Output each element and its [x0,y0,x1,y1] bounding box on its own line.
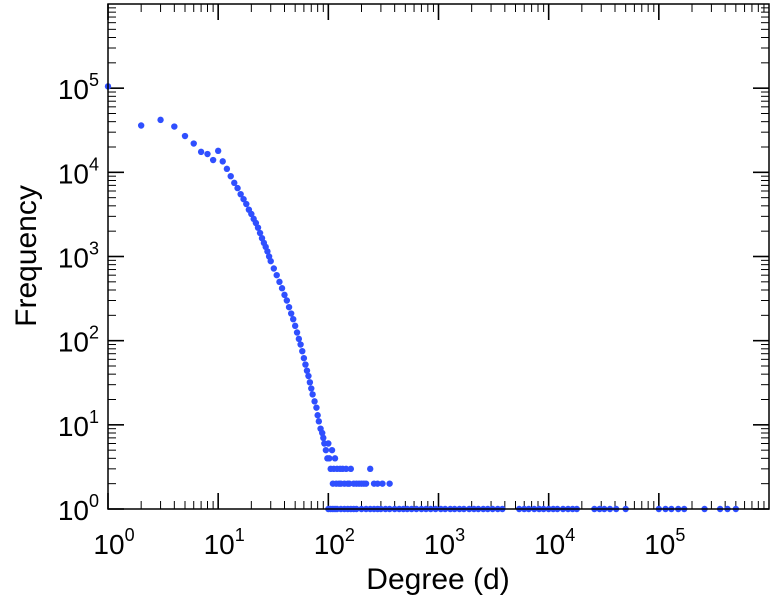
data-point [326,455,333,462]
data-point [223,165,231,173]
y-axis-title: Frequency [10,185,43,327]
data-point [386,480,393,487]
data-point [299,347,306,355]
data-point [308,385,315,392]
data-point [248,210,255,218]
data-point [290,315,297,323]
data-point [137,122,145,129]
data-point [243,200,250,208]
data-point [283,297,291,304]
data-point [300,354,308,362]
data-point [309,391,316,398]
data-point [311,398,318,405]
tick-labels: 100 101 102 103 104 105 100 101 102 103 104 105 [58,70,686,560]
data-point [367,465,374,473]
data-point [342,465,350,473]
data-point [303,367,311,374]
data-point [219,158,226,165]
data-point [276,278,283,286]
x-tick-label: 104 [534,525,575,560]
data-point [379,480,386,487]
data-point [319,429,326,437]
data-point [254,224,262,231]
data-point [281,291,288,299]
data-point [227,172,234,180]
data-point [305,372,312,380]
y-tick-label: 101 [58,407,99,442]
y-tick-label: 102 [58,323,99,358]
data-point [181,132,189,140]
data-point [273,271,280,279]
data-point [325,440,332,447]
y-tick-label: 100 [58,491,99,526]
data-point [285,303,293,311]
x-axis-title: Degree (d) [366,563,509,596]
data-point [313,404,320,411]
y-tick-label: 103 [58,239,99,274]
data-point [270,265,278,272]
data-point [209,156,217,164]
data-point [315,418,323,425]
data-point [306,379,314,386]
data-point [256,229,264,237]
data-point [322,446,330,454]
data-point [237,190,244,198]
data-point [171,123,178,130]
x-tick-label: 101 [204,525,245,560]
data-point [374,480,381,487]
data-point [231,179,238,187]
x-tick-label: 105 [644,525,685,560]
y-tick-label: 104 [58,154,99,189]
data-point [214,147,222,155]
data-point [278,285,286,292]
data-point [240,195,247,203]
data-point [295,335,303,343]
x-tick-label: 102 [314,525,355,560]
data-point [347,465,355,473]
data-point [297,341,304,348]
data-point [293,329,301,336]
data-point [346,480,353,487]
data-point [204,150,211,158]
data-point [328,446,336,454]
data-point [190,140,197,147]
y-tick-label: 105 [58,70,99,105]
data-point [267,257,274,265]
x-tick-label: 100 [93,525,134,560]
data-point [291,322,299,330]
data-point [331,455,339,462]
data-point [362,480,370,487]
data-point [234,184,241,192]
x-tick-label: 103 [424,525,465,560]
data-point [320,434,327,442]
data-point [264,248,271,255]
data-point [287,310,295,317]
data-point [314,412,321,419]
data-points [104,83,740,513]
data-point [302,361,309,368]
axis-ticks [107,4,769,510]
data-point [157,116,164,124]
plot-frame [107,3,770,510]
data-point [197,148,205,156]
